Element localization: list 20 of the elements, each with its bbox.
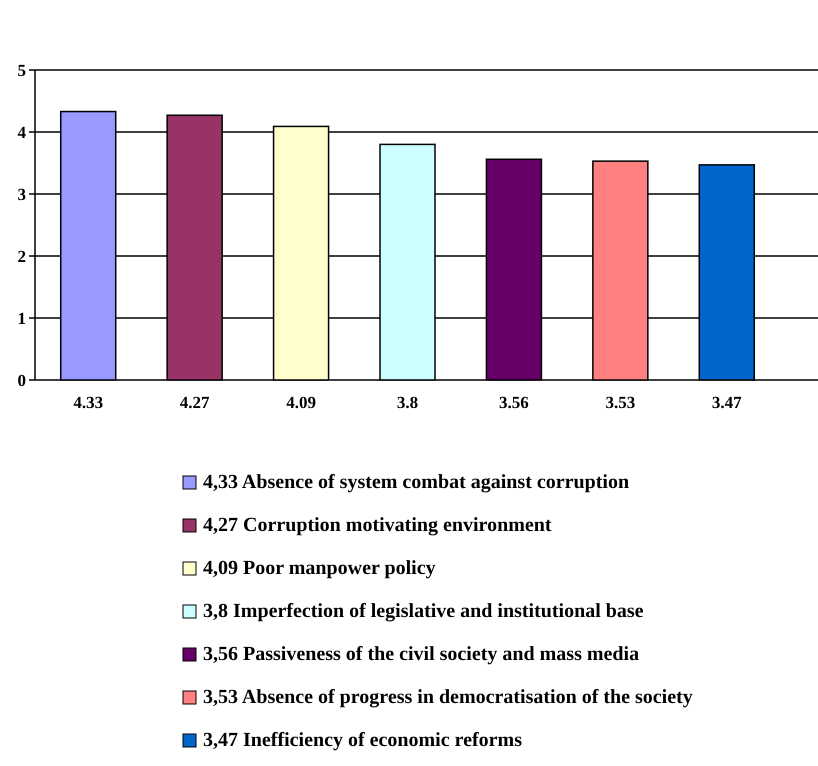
- data-label: 4.33: [73, 393, 104, 412]
- data-label: 4.27: [180, 393, 210, 412]
- data-label: 3.8: [396, 393, 418, 412]
- y-tick-label: 3: [18, 184, 26, 204]
- legend-label: 3,56 Passiveness of the civil society and mass media: [203, 643, 640, 665]
- data-label: 3.56: [499, 393, 529, 412]
- y-tick-label: 0: [18, 370, 26, 390]
- legend-label: 3,53 Absence of progress in democratisation of the society: [203, 686, 693, 708]
- data-label: 4.09: [286, 393, 316, 412]
- legend-label: 3,8 Imperfection of legislative and institutional base: [203, 600, 644, 622]
- legend-label: 4,09 Poor manpower policy: [203, 557, 436, 579]
- y-tick-label: 2: [18, 246, 26, 266]
- y-tick-label: 5: [18, 60, 26, 80]
- legend-label: 4,27 Corruption motivating environment: [203, 514, 552, 536]
- legend-label: 3,47 Inefficiency of economic reforms: [203, 729, 522, 751]
- data-label: 3.47: [712, 393, 742, 412]
- y-tick-label: 1: [18, 308, 26, 328]
- legend-label: 4,33 Absence of system combat against corruption: [203, 471, 630, 493]
- y-tick-label: 4: [18, 122, 26, 142]
- data-label: 3.53: [605, 393, 636, 412]
